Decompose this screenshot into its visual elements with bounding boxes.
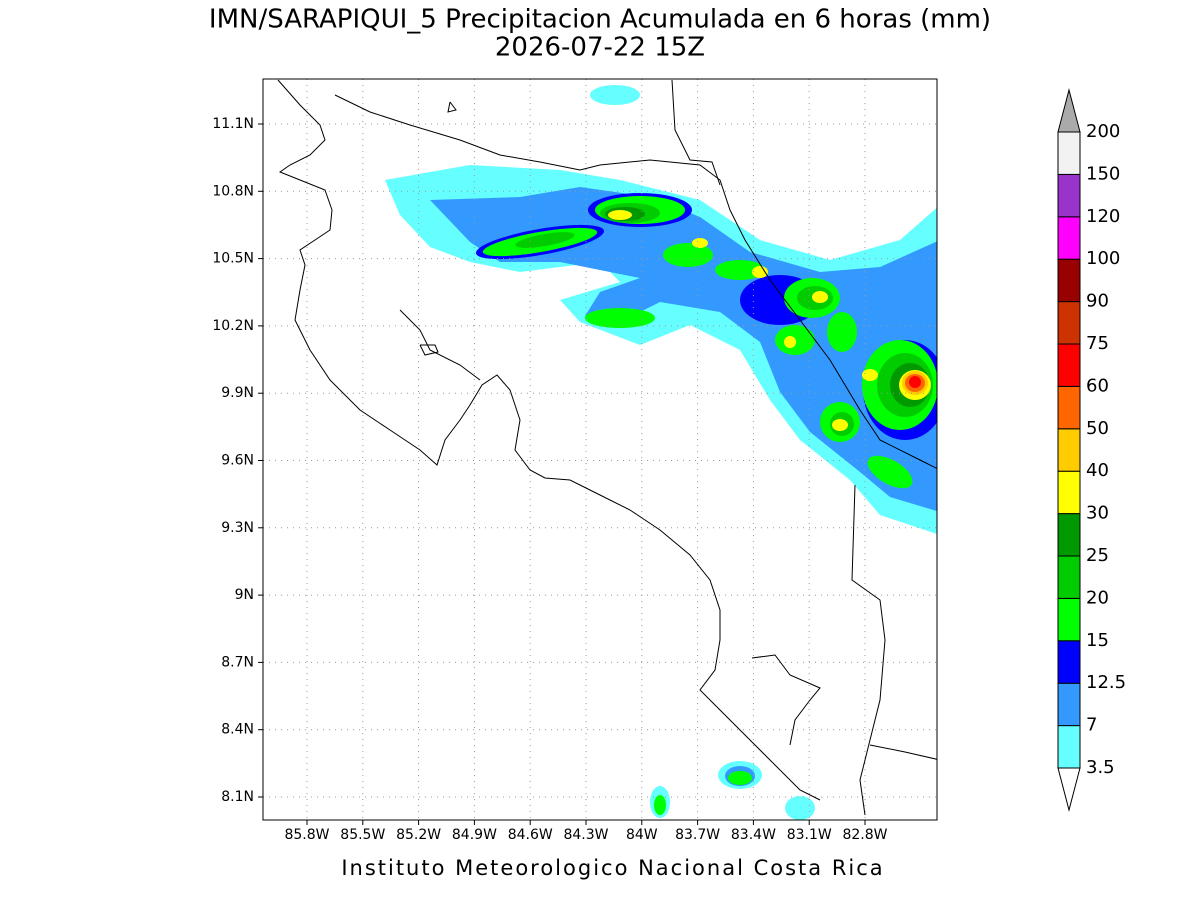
coastlines	[277, 79, 937, 816]
colorbar-label: 7	[1086, 715, 1097, 736]
colorbar-label: 200	[1086, 121, 1120, 142]
colorbar-box	[1057, 343, 1081, 387]
colorbar: 3.5 7 12.5 15 20 25 30 40 50 60 75 90 100 120 150 200	[1057, 88, 1126, 812]
colorbar-over	[1057, 88, 1081, 133]
lon-tick-label: 82.8W	[842, 827, 887, 843]
colorbar-box	[1057, 682, 1081, 727]
lon-tick-label: 85.5W	[340, 827, 385, 843]
map-frame	[262, 78, 938, 821]
colorbar-box	[1057, 428, 1081, 472]
colorbar-label: 20	[1086, 587, 1109, 608]
colorbar-box	[1057, 173, 1081, 218]
lat-tick-label: 8.1N	[221, 789, 254, 805]
lon-tick-label: 84W	[626, 827, 658, 843]
colorbar-label: 60	[1086, 375, 1109, 396]
colorbar-label: 90	[1086, 291, 1109, 312]
title: IMN/SARAPIQUI_5 Precipitacion Acumulada …	[209, 5, 991, 35]
lat-tick-label: 10.2N	[212, 318, 254, 334]
colorbar-box	[1057, 385, 1081, 430]
colorbar-box	[1057, 640, 1081, 684]
lon-tick-label: 83.7W	[675, 827, 720, 843]
lon-tick-label: 85.8W	[284, 827, 329, 843]
lon-tick-label: 84.6W	[508, 827, 553, 843]
colorbar-label: 150	[1086, 163, 1120, 184]
lon-tick-label: 83.1W	[787, 827, 832, 843]
colorbar-label: 12.5	[1086, 672, 1126, 693]
lon-tick-label: 83.4W	[731, 827, 776, 843]
precip-area	[430, 187, 937, 512]
lon-tick-label: 84.9W	[452, 827, 497, 843]
precip-area	[590, 85, 640, 105]
colorbar-label: 25	[1086, 545, 1109, 566]
lon-tick-label: 85.2W	[396, 827, 441, 843]
colorbar-box	[1057, 597, 1081, 642]
lat-tick-label: 10.5N	[212, 251, 254, 267]
lon-tick-label: 84.3W	[563, 827, 608, 843]
lat-tick-label: 9.9N	[221, 385, 254, 401]
graticule: 11.1N 10.8N 10.5N 10.2N 9.9N 9.6N 9.3N 9N 8.7N 8.…	[212, 79, 937, 843]
precip-area	[909, 376, 921, 388]
lat-tick-label: 11.1N	[212, 116, 254, 132]
colorbar-label: 100	[1086, 248, 1120, 269]
lat-tick-label: 9.3N	[221, 520, 254, 536]
colorbar-label: 120	[1086, 206, 1120, 227]
colorbar-label: 3.5	[1086, 757, 1115, 778]
precip-area	[785, 796, 815, 820]
colorbar-box	[1057, 216, 1081, 260]
precipitation	[385, 85, 937, 820]
lat-tick-label: 8.4N	[221, 722, 254, 738]
colorbar-box	[1057, 131, 1081, 175]
colorbar-under	[1057, 767, 1081, 812]
lat-tick-label: 8.7N	[221, 654, 254, 670]
colorbar-label: 75	[1086, 333, 1109, 354]
colorbar-box	[1057, 725, 1081, 769]
colorbar-box	[1057, 258, 1081, 303]
lat-tick-label: 10.8N	[212, 183, 254, 199]
colorbar-label: 40	[1086, 460, 1109, 481]
subtitle: 2026-07-22 15Z	[495, 33, 705, 63]
footer: Instituto Meteorologico Nacional Costa R…	[341, 856, 884, 880]
lat-tick-label: 9N	[235, 587, 254, 603]
colorbar-box	[1057, 555, 1081, 599]
colorbar-box	[1057, 301, 1081, 345]
colorbar-box	[1057, 513, 1081, 557]
colorbar-box	[1057, 470, 1081, 515]
colorbar-label: 30	[1086, 503, 1109, 524]
colorbar-label: 50	[1086, 418, 1109, 439]
colorbar-label: 15	[1086, 630, 1109, 651]
lat-tick-label: 9.6N	[221, 453, 254, 469]
